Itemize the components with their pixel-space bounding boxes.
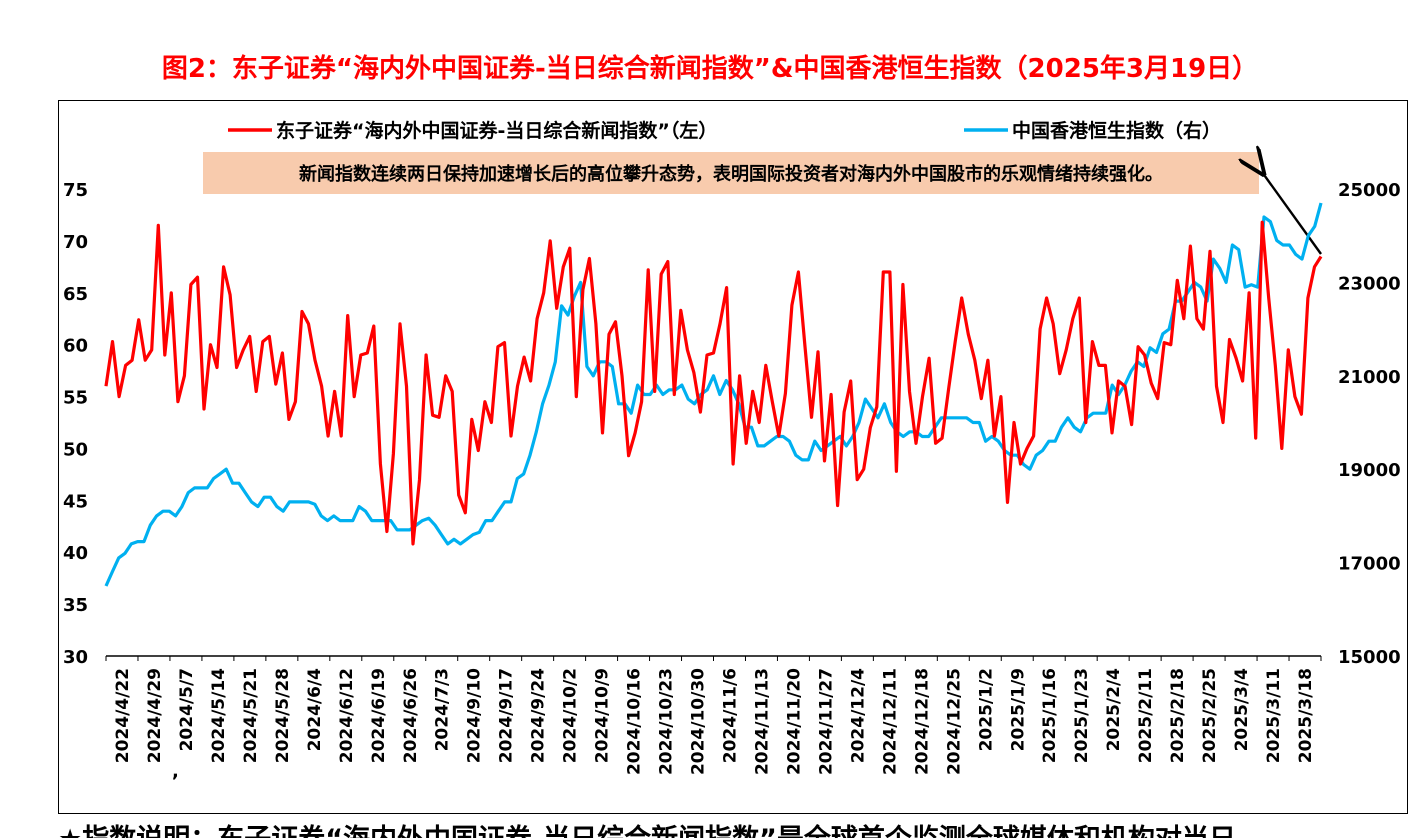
x-tick-label: 2024/11/6 bbox=[720, 668, 740, 763]
y-left-tick-label: 40 bbox=[63, 543, 88, 564]
x-tick-label: 2024/9/24 bbox=[529, 668, 549, 763]
x-tick-label: 2024/4/22 bbox=[113, 668, 133, 763]
legend-news-label: 东子证券“海内外中国证券-当日综合新闻指数”（左） bbox=[276, 119, 717, 142]
x-tick-label: 2024/5/21 bbox=[241, 668, 261, 763]
series-hsi-line bbox=[104, 202, 1323, 587]
x-tick-label: 2025/1/23 bbox=[1072, 668, 1092, 763]
x-tick-label: 2024/11/27 bbox=[816, 668, 836, 775]
x-tick-label: 2024/4/29 bbox=[145, 668, 165, 763]
x-tick-label: 2024/12/4 bbox=[848, 668, 868, 763]
x-tick-label: 2025/1/16 bbox=[1040, 668, 1060, 763]
x-tick-label: 2024/6/26 bbox=[401, 668, 421, 763]
x-tick-label: 2025/3/11 bbox=[1264, 668, 1284, 763]
x-tick-label: 2025/1/9 bbox=[1008, 668, 1028, 751]
y-left-tick-label: 70 bbox=[63, 232, 88, 253]
x-tick-label: 2024/12/25 bbox=[944, 668, 964, 775]
chart: 东子证券“海内外中国证券-当日综合新闻指数”（左） 中国香港恒生指数（右） 新闻… bbox=[63, 119, 1401, 782]
x-tick-label: 2025/3/18 bbox=[1296, 668, 1316, 763]
footer-note: ★指数说明：东子证券“海内外中国证券-当日综合新闻指数”是全球首个监测全球媒体和… bbox=[58, 820, 1420, 838]
y-left-tick-label: 65 bbox=[63, 284, 88, 305]
x-tick-label: 2024/10/30 bbox=[689, 668, 709, 775]
plot-series bbox=[104, 202, 1323, 587]
y-left-tick-label: 30 bbox=[63, 647, 88, 668]
y-axis-left: 30 35 40 45 50 55 60 65 70 75 bbox=[63, 180, 88, 668]
y-left-tick-label: 55 bbox=[63, 388, 88, 409]
y-axis-right: 15000 17000 19000 21000 23000 25000 bbox=[1338, 180, 1401, 668]
x-tick-label: 2025/2/4 bbox=[1104, 668, 1124, 752]
x-tick-label: 2025/2/11 bbox=[1136, 668, 1156, 763]
y-right-tick-label: 23000 bbox=[1338, 273, 1401, 294]
x-tick-label: 2024/5/28 bbox=[273, 668, 293, 763]
annotation-text: 新闻指数连续两日保持加速增长后的高位攀升态势，表明国际投资者对海内外中国股市的乐… bbox=[299, 163, 1163, 185]
annotation-box bbox=[203, 152, 1259, 194]
x-tick-label: 2024/6/19 bbox=[369, 668, 389, 763]
x-axis: 2024/4/22 2024/4/29 2024/5/7 2024/5/14 2024/… bbox=[105, 655, 1322, 775]
annotation-arrow bbox=[1262, 172, 1322, 255]
stray-comma: , bbox=[172, 761, 179, 782]
x-tick-label: 2024/10/9 bbox=[593, 668, 613, 763]
x-tick-label: 2024/9/17 bbox=[497, 668, 517, 763]
x-tick-label: 2024/10/23 bbox=[657, 668, 677, 775]
y-right-tick-label: 15000 bbox=[1338, 647, 1401, 668]
series-news-index-line bbox=[104, 220, 1323, 546]
x-tick-label: 2025/1/2 bbox=[976, 668, 996, 751]
y-left-tick-label: 75 bbox=[63, 180, 88, 201]
x-tick-label: 2024/6/12 bbox=[337, 668, 357, 763]
y-left-tick-label: 50 bbox=[63, 439, 88, 460]
x-tick-label: 2024/11/20 bbox=[784, 668, 804, 775]
y-left-tick-label: 45 bbox=[63, 491, 88, 512]
x-tick-label: 2024/10/16 bbox=[625, 668, 645, 775]
x-tick-label: 2024/6/4 bbox=[305, 668, 325, 752]
x-tick-label: 2024/5/14 bbox=[209, 668, 229, 763]
y-left-tick-label: 60 bbox=[63, 336, 88, 357]
x-tick-label: 2024/12/11 bbox=[880, 668, 900, 775]
x-tick-label: 2025/2/25 bbox=[1200, 668, 1220, 763]
legend-hsi-label: 中国香港恒生指数（右） bbox=[1012, 119, 1221, 142]
y-right-tick-label: 19000 bbox=[1338, 460, 1401, 481]
x-tick-label: 2024/10/2 bbox=[561, 668, 581, 763]
y-right-tick-label: 17000 bbox=[1338, 554, 1401, 575]
y-right-tick-label: 21000 bbox=[1338, 367, 1401, 388]
x-tick-label: 2024/12/18 bbox=[912, 668, 932, 775]
x-tick-label: 2024/11/13 bbox=[752, 668, 772, 775]
x-tick-label: 2025/3/4 bbox=[1232, 668, 1252, 752]
chart-frame bbox=[58, 100, 1408, 814]
x-tick-label: 2024/7/3 bbox=[433, 668, 453, 751]
x-tick-label: 2024/5/7 bbox=[177, 668, 197, 751]
x-tick-label: 2025/2/18 bbox=[1168, 668, 1188, 763]
page-title: 图2：东子证券“海内外中国证券-当日综合新闻指数”&中国香港恒生指数（2025年… bbox=[161, 54, 1259, 84]
y-right-tick-label: 25000 bbox=[1338, 180, 1401, 201]
y-left-tick-label: 35 bbox=[63, 595, 88, 616]
x-tick-label: 2024/9/10 bbox=[465, 668, 485, 763]
